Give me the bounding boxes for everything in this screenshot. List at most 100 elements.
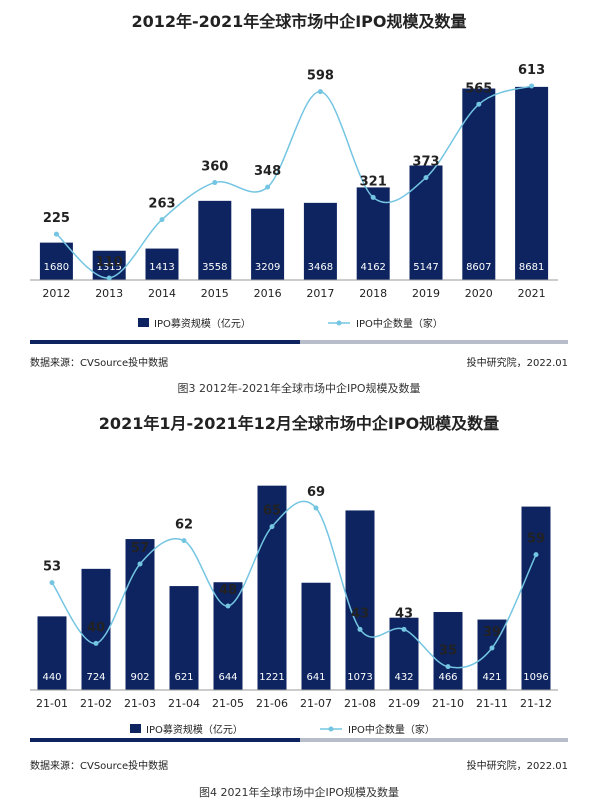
chart2-credit: 投中研究院，2022.01 bbox=[466, 761, 568, 772]
x-tick-label: 2016 bbox=[254, 287, 282, 300]
bar-value-label: 466 bbox=[438, 672, 457, 683]
count-line bbox=[51, 500, 537, 669]
line-point bbox=[370, 194, 376, 200]
x-tick-label: 2012 bbox=[42, 287, 70, 300]
line-value-label: 48 bbox=[219, 583, 237, 598]
chart2-divider-light bbox=[300, 738, 568, 742]
bar-value-label: 3209 bbox=[255, 262, 280, 273]
x-tick-label: 2013 bbox=[95, 287, 123, 300]
bar-value-label: 4162 bbox=[360, 262, 385, 273]
x-tick-label: 21-05 bbox=[212, 697, 244, 710]
bar-value-label: 432 bbox=[394, 672, 413, 683]
x-tick-label: 21-12 bbox=[520, 697, 552, 710]
line-value-label: 110 bbox=[96, 255, 123, 270]
bar bbox=[303, 202, 337, 280]
line-value-label: 321 bbox=[360, 174, 387, 189]
legend-line-label: IPO中企数量（家） bbox=[356, 317, 443, 330]
bar-value-label: 902 bbox=[130, 672, 149, 683]
bar bbox=[409, 165, 443, 280]
x-tick-label: 21-11 bbox=[476, 697, 508, 710]
line-point bbox=[212, 180, 218, 186]
bar-value-label: 8607 bbox=[466, 262, 491, 273]
bar bbox=[515, 86, 549, 280]
chart1-divider-light bbox=[300, 340, 568, 344]
x-tick-label: 2020 bbox=[465, 287, 493, 300]
line-value-label: 360 bbox=[201, 160, 228, 175]
line-point bbox=[423, 175, 429, 181]
chart1-credit: 投中研究院，2022.01 bbox=[466, 358, 568, 369]
x-tick-label: 21-02 bbox=[80, 697, 112, 710]
bar bbox=[169, 586, 199, 690]
chart1-caption: 图3 2012年-2021年全球市场中企IPO规模及数量 bbox=[177, 382, 421, 395]
line-point bbox=[445, 664, 451, 670]
x-tick-label: 21-04 bbox=[168, 697, 200, 710]
x-tick-label: 21-03 bbox=[124, 697, 156, 710]
bar bbox=[345, 510, 375, 690]
line-point bbox=[137, 561, 143, 567]
bar-value-label: 1413 bbox=[149, 262, 174, 273]
bar-value-label: 1221 bbox=[259, 672, 284, 683]
bar-value-label: 3468 bbox=[308, 262, 333, 273]
line-value-label: 373 bbox=[412, 155, 439, 170]
x-tick-label: 2019 bbox=[412, 287, 440, 300]
line-value-label: 613 bbox=[518, 63, 545, 78]
bar bbox=[145, 248, 179, 280]
x-tick-label: 2015 bbox=[201, 287, 229, 300]
chart2-divider-dark bbox=[30, 738, 300, 742]
chart1-source: 数据来源：CVSource投中数据 bbox=[30, 358, 169, 369]
line-point bbox=[93, 640, 99, 646]
line-value-label: 65 bbox=[263, 504, 281, 519]
bar bbox=[462, 88, 496, 280]
bar-value-label: 724 bbox=[86, 672, 105, 683]
line-value-label: 565 bbox=[465, 81, 492, 96]
x-tick-label: 2021 bbox=[518, 287, 546, 300]
line-point bbox=[357, 626, 363, 632]
line-point bbox=[529, 83, 535, 89]
count-line bbox=[55, 85, 532, 279]
line-value-label: 43 bbox=[351, 606, 369, 621]
bar-value-label: 1073 bbox=[347, 672, 372, 683]
legend-bar-label: IPO募资规模（亿元） bbox=[146, 723, 243, 736]
bar-value-label: 621 bbox=[174, 672, 193, 683]
x-tick-label: 21-08 bbox=[344, 697, 376, 710]
bar-value-label: 5147 bbox=[413, 262, 438, 273]
bar-value-label: 1096 bbox=[523, 672, 548, 683]
line-value-label: 43 bbox=[395, 606, 413, 621]
line-point bbox=[106, 275, 112, 281]
line-point bbox=[476, 101, 482, 107]
legend-line-label: IPO中企数量（家） bbox=[348, 723, 435, 736]
bar bbox=[81, 568, 111, 690]
bar bbox=[433, 612, 463, 690]
x-tick-label: 21-07 bbox=[300, 697, 332, 710]
chart1-divider-dark bbox=[30, 340, 300, 344]
x-tick-label: 21-01 bbox=[36, 697, 68, 710]
line-value-label: 225 bbox=[43, 211, 70, 226]
bar-value-label: 644 bbox=[218, 672, 237, 683]
bar-value-label: 3558 bbox=[202, 262, 227, 273]
line-value-label: 348 bbox=[254, 164, 281, 179]
chart1-plot: 1680 1315 1413 3558 3209 3468 4162 5147 8607 8681… bbox=[30, 63, 558, 330]
line-point bbox=[225, 603, 231, 609]
bar bbox=[37, 616, 67, 690]
bar bbox=[251, 208, 285, 280]
chart1-title: 2012年-2021年全球市场中企IPO规模及数量 bbox=[131, 12, 467, 31]
legend-bar-swatch bbox=[130, 724, 141, 733]
bar bbox=[39, 242, 73, 280]
bar-value-label: 1315 bbox=[96, 262, 121, 273]
bar-value-label: 440 bbox=[42, 672, 61, 683]
line-point bbox=[313, 505, 319, 511]
x-tick-label: 21-10 bbox=[432, 697, 464, 710]
line-value-label: 39 bbox=[483, 625, 501, 640]
bar bbox=[198, 200, 232, 280]
x-tick-label: 2018 bbox=[359, 287, 387, 300]
line-point bbox=[181, 538, 187, 544]
chart2-source: 数据来源：CVSource投中数据 bbox=[30, 761, 169, 772]
line-value-label: 263 bbox=[148, 197, 175, 212]
line-point bbox=[49, 580, 55, 586]
x-tick-label: 21-06 bbox=[256, 697, 288, 710]
line-point bbox=[159, 217, 165, 223]
x-tick-label: 2017 bbox=[306, 287, 334, 300]
line-value-label: 598 bbox=[307, 69, 334, 84]
bar bbox=[257, 485, 287, 690]
line-value-label: 59 bbox=[527, 532, 545, 547]
